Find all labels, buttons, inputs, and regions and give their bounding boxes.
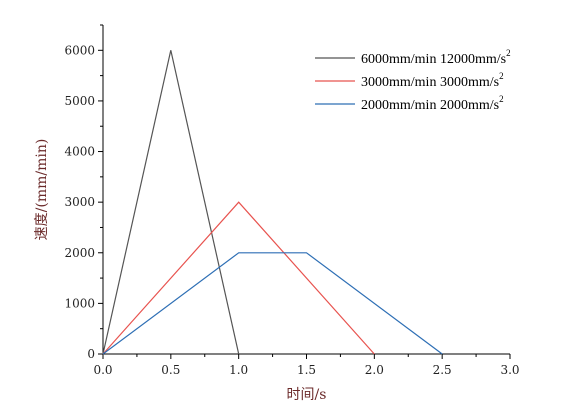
series-line-2 bbox=[102, 201, 375, 355]
y-tick-label: 5000 bbox=[64, 94, 95, 108]
series-line-1 bbox=[102, 50, 240, 355]
y-tick-label: 0 bbox=[87, 347, 95, 361]
y-tick-label: 6000 bbox=[64, 43, 95, 57]
x-axis-label: 时间/s bbox=[287, 387, 327, 403]
x-tick-label: 0.0 bbox=[93, 363, 112, 377]
y-axis-label: 速度/(mm/min) bbox=[34, 139, 50, 241]
x-tick-label: 3.0 bbox=[500, 363, 519, 377]
x-tick-label: 1.0 bbox=[229, 363, 248, 377]
y-tick-label: 3000 bbox=[64, 195, 95, 209]
legend-entry-label: 2000mm/min 2000mm/s2 bbox=[361, 94, 504, 113]
series-line-3 bbox=[102, 252, 443, 355]
series-layer bbox=[102, 50, 443, 355]
x-tick-label: 2.0 bbox=[365, 363, 384, 377]
y-tick-label: 1000 bbox=[64, 296, 95, 310]
y-tick-label: 2000 bbox=[64, 246, 95, 260]
legend-entry-superscript: 2 bbox=[499, 94, 504, 104]
y-tick-label: 4000 bbox=[64, 145, 95, 159]
y-ticks: 0 1000 2000 3000 4000 5000 6000 bbox=[64, 24, 103, 361]
legend: 6000mm/min 12000mm/s2 3000mm/min 3000mm/s… bbox=[315, 48, 511, 113]
legend-entry-superscript: 2 bbox=[499, 71, 504, 81]
legend-entry-superscript: 2 bbox=[506, 48, 511, 58]
legend-entry-label: 3000mm/min 3000mm/s2 bbox=[361, 71, 504, 90]
x-tick-label: 1.5 bbox=[297, 363, 316, 377]
x-tick-label: 0.5 bbox=[161, 363, 180, 377]
x-ticks: 0.0 0.5 1.0 1.5 2.0 2.5 3.0 bbox=[93, 354, 520, 377]
legend-entry-label: 6000mm/min 12000mm/s2 bbox=[361, 48, 511, 67]
x-tick-label: 2.5 bbox=[433, 363, 452, 377]
